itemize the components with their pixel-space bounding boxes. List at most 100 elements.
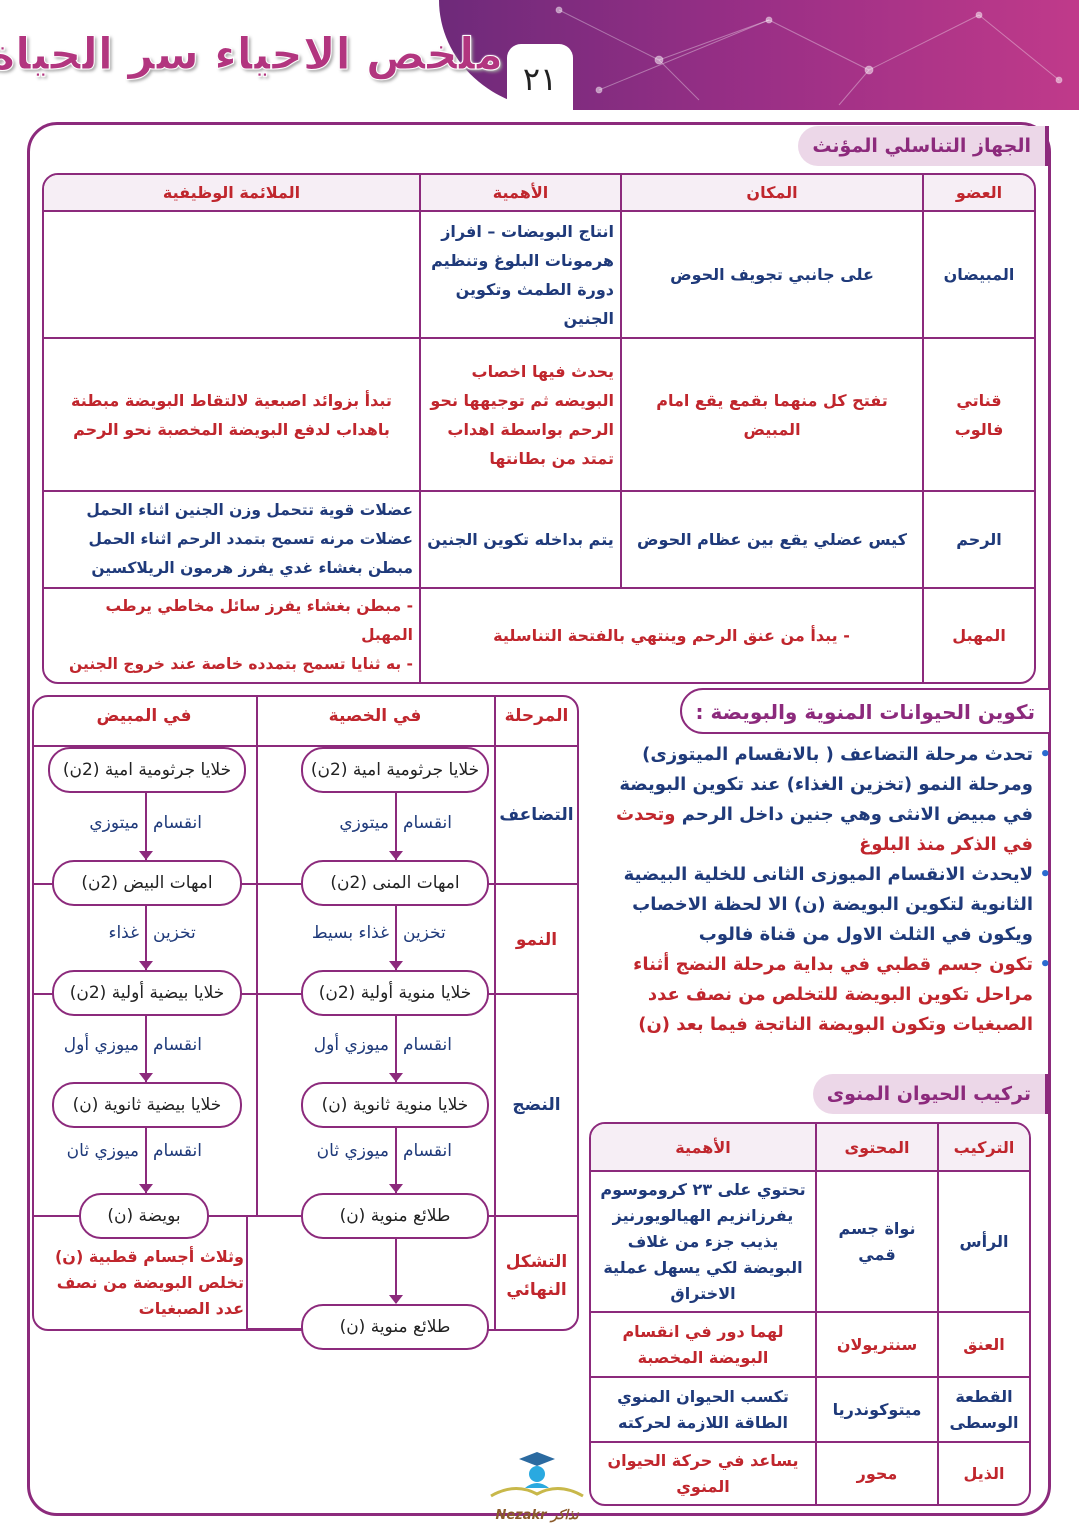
ovary-step-label: انقسام [154, 813, 203, 833]
network-pattern [556, 6, 1064, 106]
bullet-text: لايحدث الانقسام الميوزى الثانى للخلية ال… [624, 864, 1034, 945]
importance-cell: تكسب الحيوان المنوي الطاقة اللازمة لحركت… [592, 1378, 816, 1443]
column-header: الملائمة الوظيفية [45, 175, 420, 212]
bullet-item: تحدث مرحلة التضاعف ( بالانقسام الميتوزى)… [596, 740, 1052, 860]
column-header: الأهمية [420, 175, 621, 212]
arrow-down-icon [390, 1073, 404, 1082]
organ-cell: المهبل [923, 589, 1035, 682]
bullet-item: تكون جسم قطبي في بداية مرحلة النضج أثناء… [596, 950, 1052, 1040]
adaptation-line: مبطن بغشاء غدي يفرز هرمون الريلاكسين [92, 559, 414, 577]
arrow-down-icon [390, 1295, 404, 1304]
arrow-down-icon [390, 1184, 404, 1193]
organ-cell: الرحم [923, 492, 1035, 589]
testis-stage-box: خلايا منوية ثانوية (ن) [302, 1082, 490, 1128]
importance-cell: تحتوي على ٢٣ كروموسوم يفرزانزيم الهيالوي… [592, 1172, 816, 1313]
testis-stage-box: خلايا جرثومية امية (2ن) [302, 747, 490, 793]
stage-maturation: النضج [513, 1095, 562, 1115]
content-cell: ميتوكوندريا [816, 1378, 938, 1443]
testis-step-label: ميوزي أول [314, 1035, 390, 1055]
column-header: المحتوى [816, 1124, 938, 1172]
testis-step-label: ميتوزي [340, 813, 390, 833]
content-cell: نواة جسم قمي [816, 1172, 938, 1313]
importance-cell: يحدث فيها اخصاب البويضه ثم توجيهها نحو ا… [420, 339, 621, 492]
table-row: الرأس نواة جسم قمي تحتوي على ٢٣ كروموسوم… [592, 1172, 1030, 1313]
ovary-step-label: تخزين [154, 923, 197, 943]
adaptation-line: - مبطن بغشاء يفرز سائل مخاطي يرطب المهبل [106, 597, 414, 644]
organ-cell: المبيضان [923, 212, 1035, 339]
part-cell: العنق [938, 1313, 1030, 1378]
table-row: الرحم كيس عضلي يقع بين عظام الحوض يتم بد… [45, 492, 1035, 589]
ovary-step-label: انقسام [154, 1141, 203, 1161]
table-row: الذيل محور يساعد في حركة الحيوان المنوي [592, 1443, 1030, 1504]
arrow-down-icon [140, 1073, 154, 1082]
arrow-down-icon [390, 851, 404, 860]
location-cell: تفتح كل منهما بقمع يقع امام المبيض [621, 339, 923, 492]
arrow-down-icon [390, 961, 404, 970]
content-cell: محور [816, 1443, 938, 1504]
location-cell: على جانبي تجويف الحوض [621, 212, 923, 339]
ovary-step-label: ميوزي أول [64, 1035, 140, 1055]
column-header: الأهمية [592, 1124, 816, 1172]
female-system-table: العضو المكان الأهمية الملائمة الوظيفية ا… [43, 173, 1037, 684]
testis-stage-box: خلايا منوية أولية (2ن) [302, 970, 490, 1016]
content-frame [28, 122, 1052, 1516]
importance-cell: انتاج البويضات – افراز هرمونات البلوغ وت… [420, 212, 621, 339]
gametogenesis-bullets: تحدث مرحلة التضاعف ( بالانقسام الميتوزى)… [596, 740, 1052, 1040]
adaptation-line: عضلات مرنه تسمح بتمدد الرحم اثناء الحمل [89, 530, 414, 548]
ovary-stage-box: خلايا جرثومية امية (2ن) [49, 747, 247, 793]
section-heading-female-system: الجهاز التناسلي المؤنث [799, 126, 1050, 166]
testis-step-label: انقسام [404, 813, 453, 833]
adaptation-cell: - مبطن بغشاء يفرز سائل مخاطي يرطب المهبل… [45, 589, 420, 682]
table-row: القطعة الوسطى ميتوكوندريا تكسب الحيوان ا… [592, 1378, 1030, 1443]
adaptation-cell: عضلات قوية تتحمل وزن الجنين اثناء الحمل … [45, 492, 420, 589]
column-header: التركيب [938, 1124, 1030, 1172]
arrow-down-icon [140, 1184, 154, 1193]
stage-growth: النمو [516, 930, 559, 950]
table-row: المهبل - يبدأ من عنق الرحم وينتهي بالفتح… [45, 589, 1035, 682]
ovary-polar-body-note: وثلاث أجسام قطبية (ن) تخلص البويضة من نص… [55, 1247, 245, 1318]
content-cell: سنتريولان [816, 1313, 938, 1378]
testis-stage-box: امهات المنى (2ن) [302, 860, 490, 906]
part-cell: الذيل [938, 1443, 1030, 1504]
importance-cell: يساعد في حركة الحيوان المنوي [608, 1450, 800, 1496]
adaptation-line: - به ثنايا تسمح بتمدده خاصة عند خروج الج… [70, 655, 414, 673]
testis-step-label: غذاء بسيط [312, 923, 390, 943]
organ-cell: قناتي فالوب [923, 339, 1035, 492]
part-cell: الرأس [938, 1172, 1030, 1313]
ovary-stage-box: بويضة (ن) [80, 1193, 210, 1239]
table-row: المبيضان على جانبي تجويف الحوض انتاج الب… [45, 212, 1035, 339]
column-header: المكان [621, 175, 923, 212]
ovary-step-label: غذاء [109, 923, 140, 943]
testis-step-label: تخزين [404, 923, 447, 943]
section-heading-gametogenesis: تكوين الحيوانات المنوية والبويضة : [680, 688, 1052, 734]
bullet-item: لايحدث الانقسام الميوزى الثانى للخلية ال… [596, 860, 1052, 950]
location-cell: كيس عضلي يقع بين عظام الحوض [621, 492, 923, 589]
testis-connector [396, 793, 398, 1303]
ovary-stage-box: امهات البيض (2ن) [53, 860, 243, 906]
page-number: ٢١ [508, 44, 574, 110]
adaptation-cell: تبدأ بزوائد اصبعية لالتقاط البويضة مبطنة… [45, 339, 420, 492]
testis-step-label: انقسام [404, 1035, 453, 1055]
testis-step-label: انقسام [404, 1141, 453, 1161]
logo-text: Nezakr نذاكر [496, 1508, 580, 1523]
stage-multiplication: التضاعف [500, 805, 575, 825]
testis-stage-box: طلائع منوية (ن) [302, 1193, 490, 1239]
sperm-structure-table: التركيب المحتوى الأهمية الرأس نواة جسم ق… [590, 1122, 1032, 1506]
section-heading-sperm-structure: تركيب الحيوان المنوى [813, 1074, 1050, 1114]
ovary-step-label: ميتوزي [90, 813, 140, 833]
flow-header-testis: في الخصية [329, 706, 423, 726]
column-header: العضو [923, 175, 1035, 212]
flow-header-stage: المرحلة [505, 706, 570, 726]
page-title: ملخص الاحياء سر الحياة [0, 29, 505, 81]
bullet-text-highlight: تكون جسم قطبي في بداية مرحلة النضج أثناء… [634, 954, 1034, 1035]
arrow-down-icon [140, 961, 154, 970]
importance-cell: لهما دور في انقسام البويضة المخصبة [592, 1313, 816, 1378]
nezakr-logo: Nezakr نذاكر [488, 1448, 588, 1523]
flow-header-ovary: في المبيض [97, 706, 193, 726]
bullet-text: تحدث مرحلة التضاعف ( بالانقسام الميتوزى)… [620, 744, 1034, 825]
ovary-stage-box: خلايا بيضية أولية (2ن) [53, 970, 243, 1016]
stage-final-form: التشكل النهائي [506, 1252, 569, 1300]
testis-step-label: ميوزي ثان [317, 1141, 390, 1161]
table-row: العنق سنتريولان لهما دور في انقسام البوي… [592, 1313, 1030, 1378]
arrow-down-icon [140, 851, 154, 860]
